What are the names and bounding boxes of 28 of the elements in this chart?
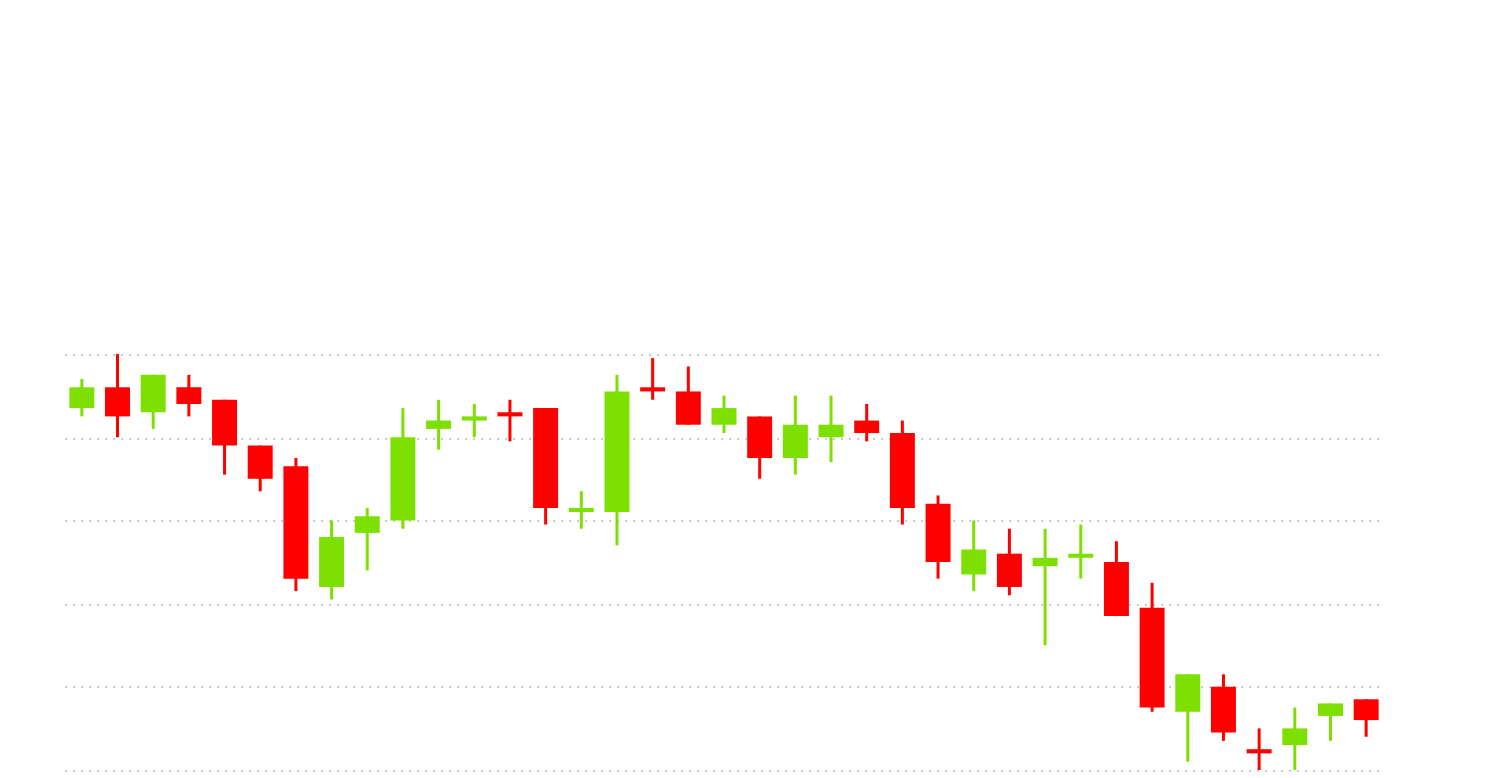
candlestick [711,394,737,435]
candlestick [497,398,523,443]
candlestick [675,364,701,427]
candlestick [1068,523,1094,581]
candlestick [640,356,666,402]
candlestick [1175,672,1201,764]
candlestick [1032,527,1058,647]
candlestick [961,518,987,593]
candlestick [854,402,880,443]
candlestick [69,377,95,418]
candlestick [1210,672,1236,743]
candlestick [354,506,380,572]
candlestick [818,394,844,464]
candlestick [140,373,166,431]
candlestick [1246,726,1272,772]
candlestick [1353,697,1379,739]
candlestick [176,373,202,418]
candlestick [1318,701,1343,743]
candlestick [105,352,130,439]
candlestick [747,414,773,481]
candlestick [782,394,808,477]
candlestick [568,489,594,531]
candlestick [461,402,487,439]
candlestick [212,398,238,477]
candlestick [1282,706,1308,772]
candlestick [996,527,1022,597]
candlestick [426,398,452,452]
candlestick [247,444,273,493]
